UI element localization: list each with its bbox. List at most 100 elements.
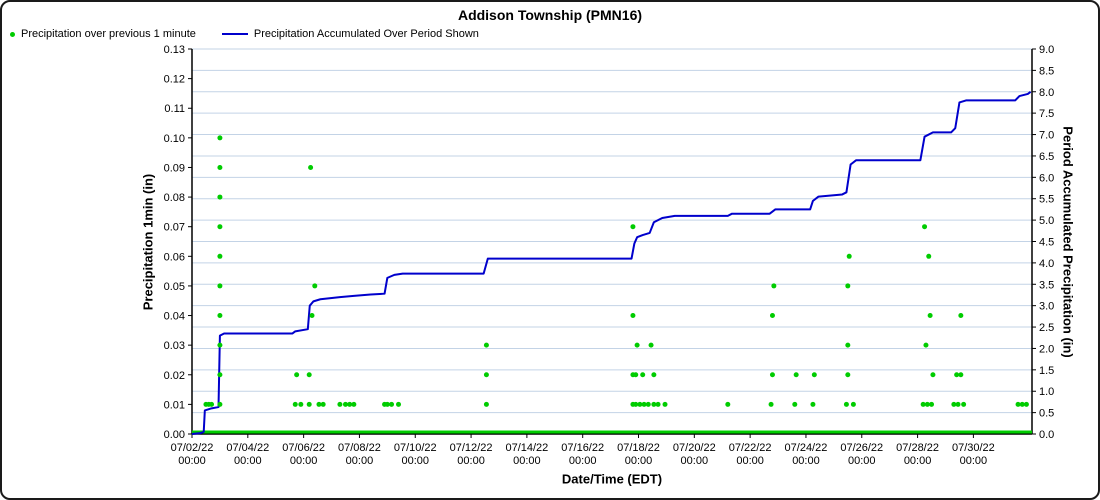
precip-1min-point: [217, 401, 223, 407]
left-tick-label: 0.08: [164, 192, 185, 204]
x-tick-label: 07/28/22: [896, 442, 939, 454]
x-tick-time: 00:00: [346, 455, 374, 467]
left-tick-label: 0.12: [164, 74, 185, 86]
precip-1min-point: [217, 224, 223, 230]
x-tick-time: 00:00: [736, 455, 764, 467]
precip-1min-point: [292, 401, 298, 407]
precip-1min-point: [312, 283, 318, 289]
precip-1min-point: [384, 401, 390, 407]
precip-1min-point: [306, 401, 312, 407]
precip-1min-point: [792, 401, 798, 407]
right-tick-label: 5.0: [1039, 215, 1054, 227]
precip-1min-point: [633, 401, 639, 407]
precip-1min-point: [320, 401, 326, 407]
precip-1min-point: [342, 401, 348, 407]
precip-1min-point: [630, 313, 636, 319]
precip-1min-point: [662, 401, 668, 407]
x-tick-time: 00:00: [290, 455, 318, 467]
precip-1min-point: [308, 164, 314, 170]
right-tick-label: 5.5: [1039, 194, 1054, 206]
x-tick-time: 00:00: [513, 455, 541, 467]
green-dot-marker: [10, 31, 15, 37]
precip-1min-point: [1015, 401, 1021, 407]
precip-1min-point: [929, 401, 935, 407]
right-tick-label: 3.0: [1039, 301, 1054, 313]
x-tick-label: 07/16/22: [561, 442, 604, 454]
x-tick-time: 00:00: [234, 455, 262, 467]
precip-1min-point: [930, 372, 936, 378]
precip-1min-point: [351, 401, 357, 407]
precip-1min-point: [845, 342, 851, 348]
right-tick-label: 2.5: [1039, 322, 1054, 334]
precip-1min-point: [1023, 401, 1029, 407]
precip-1min-point: [926, 253, 932, 259]
right-tick-label: 6.5: [1039, 151, 1054, 163]
x-tick-time: 00:00: [457, 455, 485, 467]
x-tick-label: 07/12/22: [450, 442, 493, 454]
precip-1min-point: [958, 313, 964, 319]
precip-1min-point: [927, 313, 933, 319]
precip-1min-point: [1019, 401, 1025, 407]
right-tick-label: 1.0: [1039, 386, 1054, 398]
precip-1min-point: [217, 164, 223, 170]
x-tick-label: 07/02/22: [171, 442, 214, 454]
right-tick-label: 4.5: [1039, 237, 1054, 249]
precip-1min-point: [845, 283, 851, 289]
right-tick-label: 0.5: [1039, 408, 1054, 420]
x-tick-time: 00:00: [792, 455, 820, 467]
x-tick-label: 07/24/22: [785, 442, 828, 454]
right-tick-label: 3.5: [1039, 279, 1054, 291]
legend-label-accumulated: Precipitation Accumulated Over Period Sh…: [253, 28, 479, 40]
legend: Precipitation over previous 1 minute Pre…: [10, 28, 505, 40]
precip-1min-point: [923, 342, 929, 348]
right-tick-label: 7.0: [1039, 130, 1054, 142]
precip-1min-point: [810, 401, 816, 407]
precip-1min-point: [347, 401, 353, 407]
x-tick-label: 07/18/22: [617, 442, 660, 454]
precip-1min-point: [846, 253, 852, 259]
precip-1min-point: [483, 401, 489, 407]
left-tick-label: 0.00: [164, 429, 185, 441]
right-tick-label: 2.0: [1039, 343, 1054, 355]
precip-1min-point: [793, 372, 799, 378]
precip-1min-point: [396, 401, 402, 407]
x-tick-label: 07/14/22: [505, 442, 548, 454]
x-tick-time: 00:00: [625, 455, 653, 467]
precip-1min-point: [645, 401, 651, 407]
x-tick-time: 00:00: [904, 455, 932, 467]
precip-1min-point: [922, 224, 928, 230]
precip-1min-point: [769, 313, 775, 319]
right-tick-label: 4.0: [1039, 258, 1054, 270]
precip-1min-point: [634, 342, 640, 348]
precip-1min-point: [954, 372, 960, 378]
x-tick-label: 07/10/22: [394, 442, 437, 454]
right-tick-label: 1.5: [1039, 365, 1054, 377]
precip-1min-point: [651, 372, 657, 378]
precip-1min-point: [630, 224, 636, 230]
left-tick-label: 0.03: [164, 340, 185, 352]
left-tick-label: 0.11: [164, 103, 185, 115]
precip-1min-point: [845, 372, 851, 378]
precip-1min-point: [951, 401, 957, 407]
left-tick-label: 0.01: [164, 399, 185, 411]
right-tick-label: 6.0: [1039, 172, 1054, 184]
x-tick-time: 00:00: [848, 455, 876, 467]
precip-1min-point: [294, 372, 300, 378]
precip-1min-point: [217, 342, 223, 348]
x-tick-time: 00:00: [178, 455, 206, 467]
right-tick-label: 7.5: [1039, 108, 1054, 120]
x-tick-label: 07/26/22: [840, 442, 883, 454]
left-tick-label: 0.10: [164, 133, 185, 145]
precip-1min-point: [771, 283, 777, 289]
precip-1min-point: [306, 372, 312, 378]
right-axis-title: Period Accumulated Precipitation (in): [1060, 126, 1076, 358]
precip-1min-point: [217, 372, 223, 378]
precip-1min-point: [958, 372, 964, 378]
precip-1min-point: [217, 313, 223, 319]
precip-1min-point: [768, 401, 774, 407]
legend-item-precip-1min: Precipitation over previous 1 minute: [10, 28, 196, 40]
precip-1min-point: [955, 401, 961, 407]
precip-1min-point: [483, 372, 489, 378]
